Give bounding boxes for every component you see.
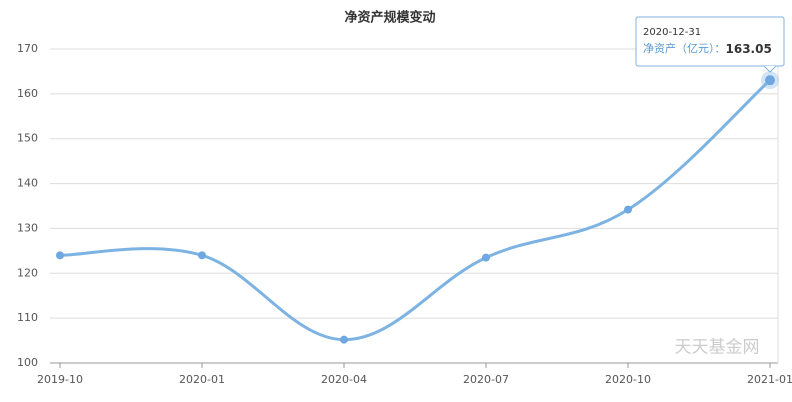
point (624, 205, 632, 214)
tooltip-value: 163.05 (726, 42, 772, 56)
y-tick-label: 120 (17, 266, 38, 279)
tooltip: 2020-12-31 净资产（亿元）：163.05 (635, 16, 785, 73)
x-tick-label: 2020-01 (179, 373, 225, 386)
x-tick-label: 2020-04 (321, 373, 367, 386)
point (765, 75, 775, 86)
point (56, 251, 64, 260)
x-tick-label: 2021-01 (747, 373, 792, 386)
x-tick-label: 2019-10 (37, 373, 83, 386)
tooltip-text: 净资产（亿元）：163.05 (643, 41, 772, 56)
x-tick-label: 2020-07 (463, 373, 509, 386)
y-tick-label: 110 (17, 311, 38, 324)
y-tick-label: 160 (17, 87, 38, 100)
y-tick-label: 140 (17, 177, 38, 190)
tooltip-date: 2020-12-31 (643, 27, 701, 38)
watermark: 天天基金网 (675, 338, 760, 358)
tooltip-box (635, 16, 785, 67)
tooltip-sep: ： (715, 42, 726, 55)
y-tick-label: 100 (17, 356, 38, 369)
tooltip-arrow (763, 65, 777, 73)
tooltip-series: 净资产（亿元） (643, 41, 715, 55)
chart-title: 净资产规模变动 (344, 10, 435, 26)
y-tick-label: 170 (17, 42, 38, 55)
point (482, 253, 490, 262)
y-tick-label: 150 (17, 132, 38, 145)
x-tick-label: 2020-10 (605, 373, 651, 386)
y-tick-label: 130 (17, 221, 38, 234)
point (340, 335, 348, 344)
line (59, 79, 772, 342)
point (198, 251, 206, 260)
